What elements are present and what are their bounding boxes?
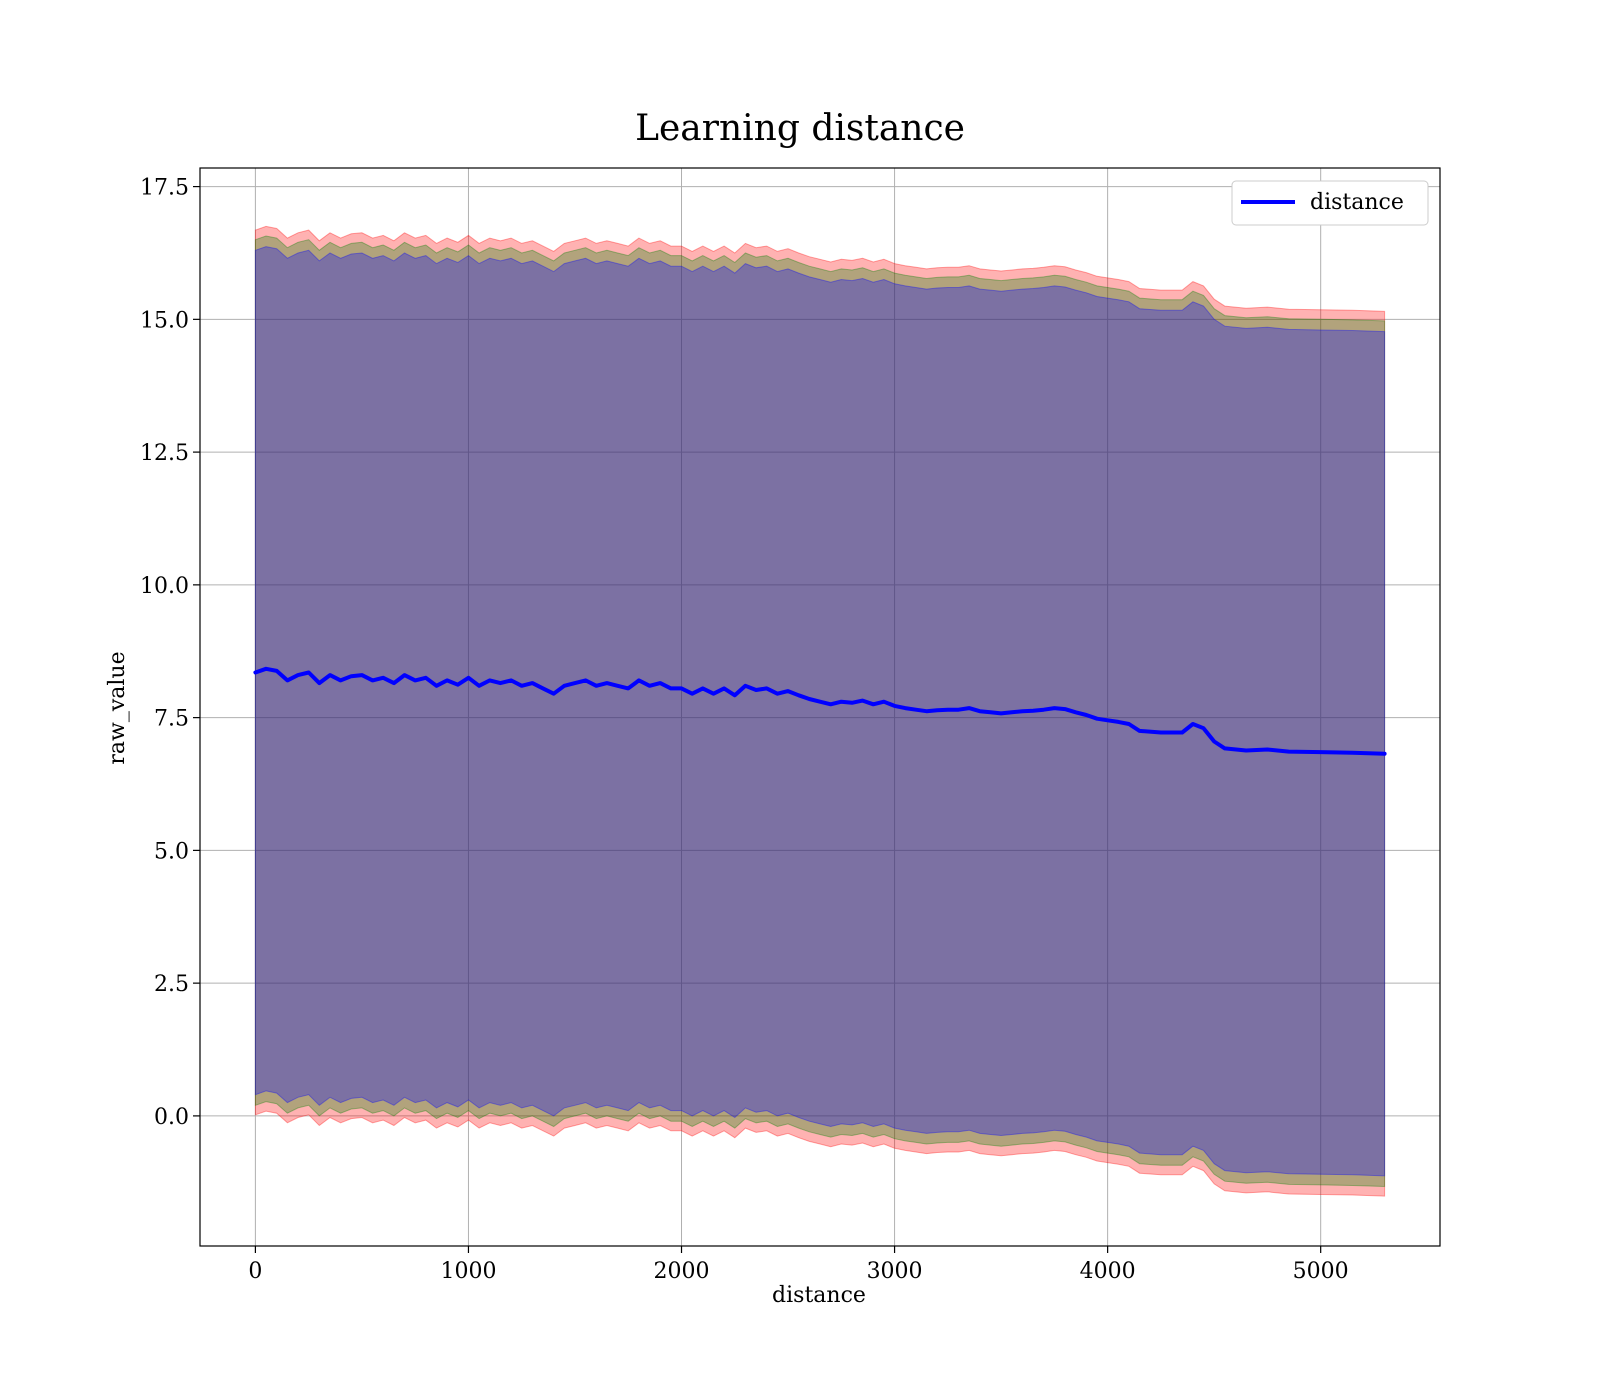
confidence-band-2 xyxy=(254,246,1386,1177)
chart-title: Learning distance xyxy=(635,108,965,149)
y-tick-label-6: 15.0 xyxy=(140,308,189,333)
y-tick-label-3: 7.5 xyxy=(154,707,189,732)
y-tick-label-7: 17.5 xyxy=(140,176,189,201)
confidence-band-1 xyxy=(254,235,1386,1188)
plot-area: 0 1000 2000 3000 4000 5000 0.0 2.5 5.0 7.5 10.0 12.… xyxy=(140,167,1441,1284)
y-tick-label-4: 10.0 xyxy=(140,574,189,599)
series-line-distance xyxy=(253,666,1387,756)
x-tick-label-5: 5000 xyxy=(1293,1259,1349,1284)
legend-box xyxy=(1231,180,1429,226)
x-axis-label: distance xyxy=(772,1283,866,1308)
x-tick-label-4: 4000 xyxy=(1080,1259,1136,1284)
legend: distance xyxy=(1231,180,1429,226)
y-tick-label-1: 2.5 xyxy=(154,972,189,997)
y-tick-label-0: 0.0 xyxy=(154,1105,189,1130)
confidence-band-0 xyxy=(254,225,1386,1197)
x-tick-label-1: 1000 xyxy=(440,1259,496,1284)
x-tick-label-3: 3000 xyxy=(867,1259,923,1284)
legend-label-distance: distance xyxy=(1310,190,1404,215)
y-tick-label-5: 12.5 xyxy=(140,441,189,466)
x-tick-label-2: 2000 xyxy=(654,1259,710,1284)
y-axis-label: raw_value xyxy=(105,651,130,764)
x-tick-label-0: 0 xyxy=(248,1259,262,1284)
y-tick-label-2: 5.0 xyxy=(154,839,189,864)
axes-frame xyxy=(199,167,1441,1247)
